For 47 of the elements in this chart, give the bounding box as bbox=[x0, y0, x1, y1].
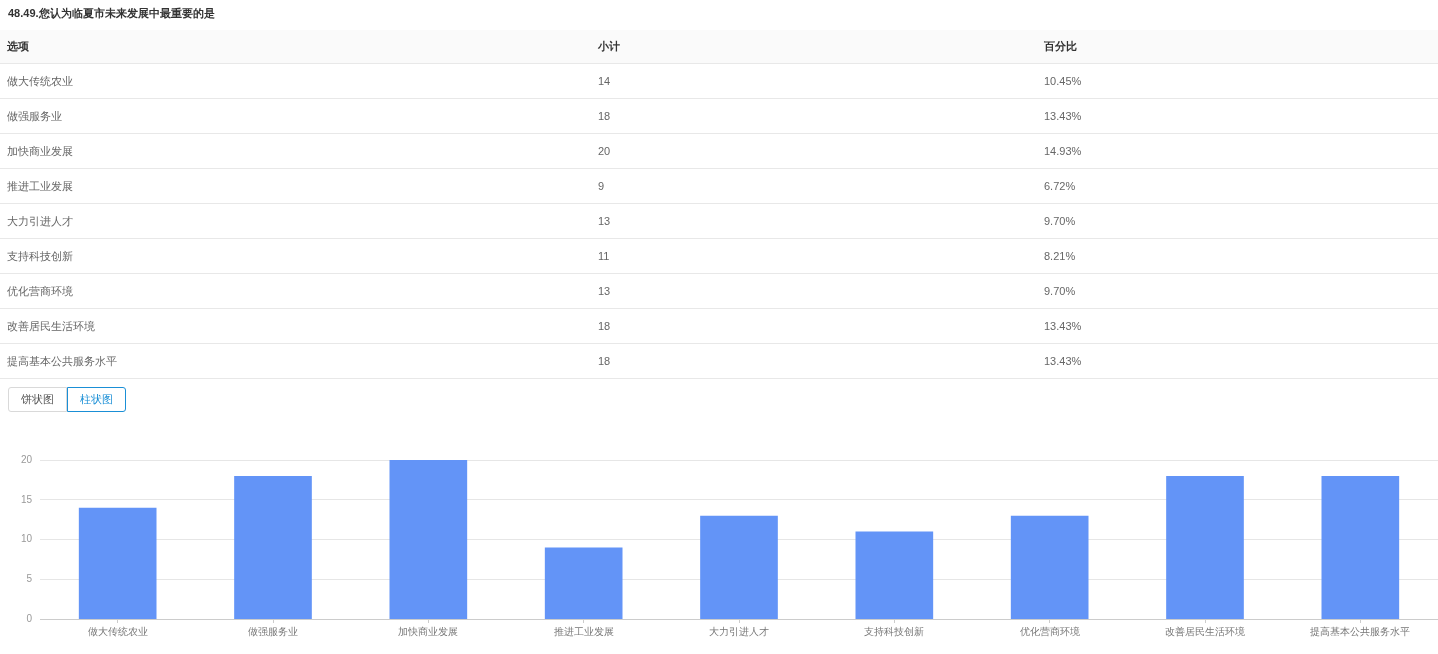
text: 10.45% bbox=[1044, 74, 1082, 89]
x-tick-label: 加快商业发展 bbox=[398, 625, 459, 637]
y-tick-label: 10 bbox=[20, 533, 33, 545]
text: 11 bbox=[598, 249, 610, 264]
tab-button[interactable]: 柱状图 bbox=[67, 387, 126, 412]
text: 18 bbox=[598, 319, 611, 334]
category-label: 做强服务业 bbox=[7, 110, 62, 122]
text: 13 bbox=[598, 214, 611, 229]
x-tick-label: 优化营商环境 bbox=[1019, 625, 1080, 637]
category-label: 改善居民生活环境 bbox=[7, 320, 95, 332]
category-label: 做大传统农业 bbox=[7, 75, 73, 87]
text: 13.43% bbox=[1044, 354, 1082, 369]
category-label: 加快商业发展 bbox=[7, 145, 73, 157]
text: 8.21% bbox=[1044, 249, 1076, 264]
x-tick-label: 提高基本公共服务水平 bbox=[1310, 625, 1411, 637]
category-label: 优化营商环境 bbox=[7, 285, 73, 297]
x-tick-label: 改善居民生活环境 bbox=[1165, 625, 1245, 637]
category-label: 提高基本公共服务水平 bbox=[7, 355, 117, 367]
text: 百分比 bbox=[1044, 39, 1077, 54]
text: 小计 bbox=[598, 39, 620, 54]
x-tick-label: 做强服务业 bbox=[248, 625, 298, 637]
text: 9 bbox=[598, 179, 605, 194]
y-tick-label: 15 bbox=[20, 493, 33, 505]
text: 13 bbox=[598, 284, 611, 299]
text: 14 bbox=[598, 74, 611, 89]
category-label: 大力引进人才 bbox=[7, 215, 73, 227]
tab-button[interactable]: 饼状图 bbox=[8, 387, 67, 412]
text: 18 bbox=[598, 109, 611, 124]
text: 9.70% bbox=[1044, 284, 1076, 299]
text: 14.93% bbox=[1044, 144, 1082, 159]
x-tick-label: 支持科技创新 bbox=[864, 625, 925, 637]
y-tick-label: 0 bbox=[26, 612, 33, 624]
category-label: 推进工业发展 bbox=[7, 180, 73, 192]
text: 13.43% bbox=[1044, 109, 1082, 124]
y-tick-label: 5 bbox=[26, 573, 33, 584]
x-tick-label: 做大传统农业 bbox=[87, 625, 148, 637]
text: 13.43% bbox=[1044, 319, 1082, 334]
text: 20 bbox=[598, 144, 611, 159]
y-tick-label: 20 bbox=[20, 453, 33, 465]
text: 6.72% bbox=[1044, 179, 1076, 194]
text: 选项 bbox=[7, 39, 29, 54]
x-tick-label: 推进工业发展 bbox=[553, 625, 614, 637]
text: 9.70% bbox=[1044, 214, 1076, 229]
x-tick-label: 大力引进人才 bbox=[709, 625, 769, 637]
chart-title: 48.49.您认为临夏市未来发展中最重要的是 bbox=[8, 6, 215, 21]
category-label: 支持科技创新 bbox=[7, 250, 73, 262]
text: 18 bbox=[598, 354, 611, 369]
